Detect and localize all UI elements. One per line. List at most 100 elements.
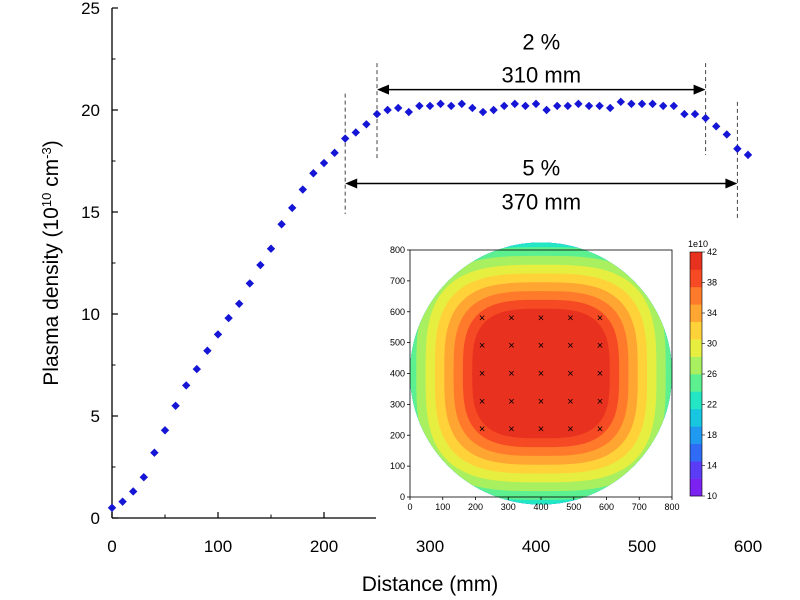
inset-x-tick-label: 100 [435, 502, 450, 512]
probe-point: × [597, 368, 603, 380]
inset-x-tick-label: 400 [533, 502, 548, 512]
data-point [150, 448, 159, 457]
data-point [404, 107, 413, 117]
data-point [160, 426, 170, 435]
data-point [595, 101, 604, 111]
data-point [542, 105, 551, 115]
colorbar-segment [690, 304, 702, 323]
probe-point: × [538, 368, 544, 380]
data-point [574, 99, 583, 109]
colorbar-segment [690, 286, 702, 305]
inset-x-tick-label: 200 [468, 502, 483, 512]
data-point [637, 99, 647, 109]
y-axis-title-unit: cm [40, 159, 63, 193]
data-point [213, 330, 223, 339]
probe-point: × [479, 340, 485, 352]
colorbar-tick-label: 18 [707, 430, 717, 440]
colorbar-segment [690, 321, 702, 340]
y-axis-title-exp1: 10 [39, 193, 54, 207]
data-point [235, 299, 244, 308]
colorbar-segment [690, 391, 702, 410]
data-point [245, 279, 254, 288]
annotation-arrow-head-left [377, 84, 389, 95]
probe-point: × [567, 396, 573, 408]
data-point [701, 113, 710, 123]
data-point [436, 99, 445, 109]
probe-point: × [597, 396, 603, 408]
data-point [733, 144, 742, 153]
data-point [457, 99, 466, 109]
annotation-arrow-head-left [345, 178, 358, 189]
data-point [489, 105, 498, 115]
inset-contours [410, 242, 672, 505]
data-point [659, 101, 668, 111]
inset-x-tick-label: 0 [407, 502, 412, 512]
y-tick-label: 25 [81, 0, 100, 18]
data-point [256, 260, 265, 270]
data-point [743, 150, 753, 160]
colorbar-segment [690, 356, 702, 375]
colorbar-segment [690, 461, 702, 479]
inset-y-tick-label: 600 [390, 307, 405, 317]
inset-y-tick-label: 500 [390, 338, 405, 348]
data-point [478, 107, 488, 117]
colorbar-tick-label: 14 [707, 461, 717, 471]
colorbar-segment [690, 269, 702, 288]
data-point [362, 120, 371, 129]
probe-point: × [597, 312, 603, 324]
data-point [309, 169, 318, 178]
data-point [298, 185, 307, 194]
inset-y-tick-label: 100 [390, 461, 405, 471]
y-axis-title-exp2: -3 [39, 147, 54, 159]
annotation-5pct-span: 370 mm [502, 189, 581, 214]
probe-point: × [567, 424, 573, 436]
x-tick-label: 100 [204, 537, 232, 556]
y-axis-title-close: ) [40, 140, 63, 147]
data-point [447, 101, 456, 111]
probe-point: × [479, 424, 485, 436]
colorbar-segment [690, 443, 702, 462]
x-tick-label: 600 [734, 537, 762, 556]
data-point [107, 503, 117, 512]
data-point [118, 497, 127, 506]
data-point [277, 220, 286, 229]
probe-point: × [567, 312, 573, 324]
annotation-arrow-head-right [725, 178, 738, 189]
data-point [319, 158, 329, 168]
data-point [139, 473, 148, 482]
annotation-arrow-head-right [693, 84, 706, 95]
colorbar-tick-label: 10 [707, 491, 717, 501]
colorbar-scale-label: 1e10 [688, 239, 708, 249]
data-point [521, 101, 530, 111]
data-point [192, 364, 201, 374]
probe-point: × [508, 396, 514, 408]
contour-level [472, 308, 610, 439]
colorbar-segment [690, 374, 702, 392]
inset-x-tick-label: 600 [599, 502, 614, 512]
inset-y-tick-label: 200 [390, 430, 405, 440]
y-axis-title-main: Plasma density (10 [40, 207, 63, 386]
probe-point: × [538, 424, 544, 436]
data-point [722, 130, 731, 139]
probe-point: × [508, 368, 514, 380]
colorbar-segment [690, 478, 702, 497]
inset-heatmap: ××××××××××××××××××××××××× 0 100 200 300 400 5… [376, 236, 756, 519]
y-tick-label: 0 [91, 509, 100, 528]
data-point [425, 101, 435, 111]
data-point [616, 97, 625, 107]
inset-y-tick-label: 700 [390, 276, 405, 286]
uniformity-annotations: 2 % 310 mm 5 % 370 mm [344, 30, 738, 219]
x-tick-label: 500 [628, 537, 656, 556]
colorbar-tick-label: 34 [707, 308, 717, 318]
data-point [648, 99, 657, 109]
data-point [394, 103, 403, 113]
inset-y-tick-label: 0 [400, 492, 405, 502]
y-tick-label: 10 [81, 305, 100, 324]
colorbar-tick-label: 22 [707, 400, 717, 410]
data-point [712, 122, 721, 131]
data-point [468, 103, 477, 113]
data-point [531, 99, 541, 109]
data-point [553, 101, 562, 111]
y-tick-label: 20 [81, 101, 100, 120]
